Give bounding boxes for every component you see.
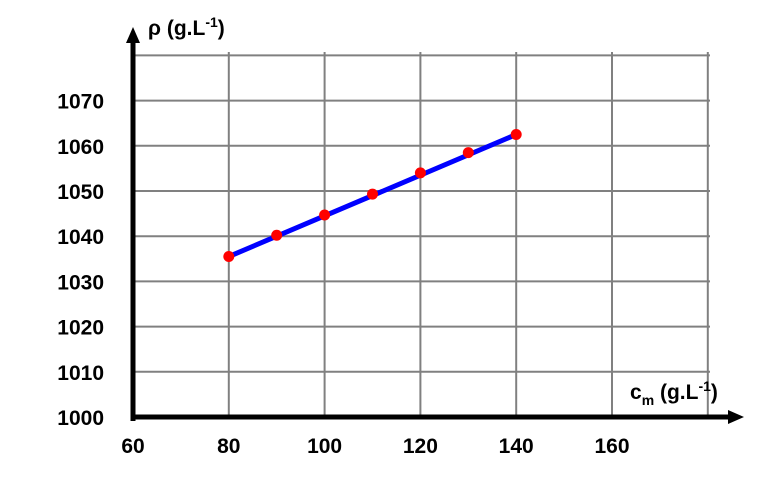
- y-tick-label: 1060: [57, 136, 104, 159]
- x-axis-label: cm (g.L-1): [630, 378, 718, 408]
- x-tick-label: 80: [217, 435, 240, 458]
- y-tick-label: 1030: [57, 271, 104, 294]
- data-points: [223, 129, 522, 263]
- y-tick-label: 1000: [57, 407, 104, 430]
- grid: [133, 52, 710, 417]
- data-point: [462, 147, 474, 159]
- data-point: [510, 129, 522, 140]
- y-tick-label: 1070: [57, 91, 104, 114]
- y-tick-label: 1040: [57, 226, 104, 249]
- data-point: [319, 209, 331, 221]
- tick-labels: 60 80 100 120 140 160 1000 1010 1020 1030 1040 1050…: [57, 91, 629, 458]
- x-tick-label: 60: [121, 435, 144, 458]
- y-axis-label: ρ (g.L-1): [148, 14, 225, 40]
- x-tick-label: 120: [403, 435, 438, 458]
- x-axis-arrow: [728, 410, 744, 424]
- data-point: [367, 188, 378, 200]
- y-tick-label: 1020: [57, 317, 104, 340]
- data-point: [414, 167, 426, 179]
- data-point: [223, 251, 235, 263]
- x-tick-label: 100: [307, 435, 342, 458]
- data-point: [271, 229, 283, 241]
- y-axis-arrow: [126, 27, 140, 43]
- axes: [126, 27, 744, 424]
- y-tick-label: 1010: [57, 362, 104, 385]
- y-tick-label: 1050: [57, 181, 104, 204]
- x-tick-label: 160: [594, 435, 629, 458]
- x-tick-label: 140: [499, 435, 534, 458]
